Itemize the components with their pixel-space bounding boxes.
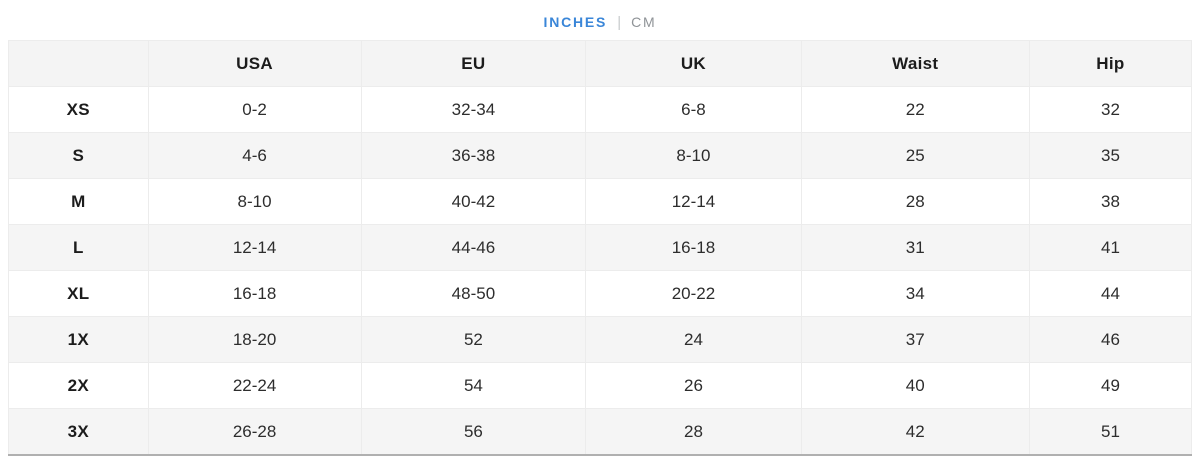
size-cell: 1X xyxy=(8,316,149,363)
eu-cell: 44-46 xyxy=(360,224,587,271)
table-row-s: S 4-6 36-38 8-10 25 35 xyxy=(8,132,1193,179)
table-row-3x: 3X 26-28 56 28 42 51 xyxy=(8,408,1193,456)
column-header-waist: Waist xyxy=(800,40,1030,87)
tab-inches[interactable]: INCHES xyxy=(543,14,608,30)
waist-cell: 37 xyxy=(800,316,1030,363)
eu-cell: 36-38 xyxy=(360,132,587,179)
hip-cell: 38 xyxy=(1028,178,1193,225)
unit-tabs: INCHES | CM xyxy=(0,0,1200,40)
uk-cell: 24 xyxy=(585,316,802,363)
uk-cell: 12-14 xyxy=(585,178,802,225)
eu-cell: 48-50 xyxy=(360,270,587,317)
size-cell: L xyxy=(8,224,149,271)
hip-cell: 44 xyxy=(1028,270,1193,317)
header-row: USA EU UK Waist Hip xyxy=(8,40,1193,87)
uk-cell: 16-18 xyxy=(585,224,802,271)
size-cell: S xyxy=(8,132,149,179)
size-chart-container: USA EU UK Waist Hip XS 0-2 32-34 6-8 22 … xyxy=(8,40,1193,456)
eu-cell: 40-42 xyxy=(360,178,587,225)
column-header-eu: EU xyxy=(360,40,587,87)
eu-cell: 56 xyxy=(360,408,587,456)
usa-cell: 22-24 xyxy=(147,362,362,409)
hip-cell: 35 xyxy=(1028,132,1193,179)
size-cell: XS xyxy=(8,86,149,133)
column-header-uk: UK xyxy=(585,40,802,87)
usa-cell: 18-20 xyxy=(147,316,362,363)
waist-cell: 22 xyxy=(800,86,1030,133)
size-cell: M xyxy=(8,178,149,225)
size-cell: 3X xyxy=(8,408,149,456)
column-header-hip: Hip xyxy=(1028,40,1193,87)
table-row-l: L 12-14 44-46 16-18 31 41 xyxy=(8,224,1193,271)
usa-cell: 16-18 xyxy=(147,270,362,317)
table-row-xs: XS 0-2 32-34 6-8 22 32 xyxy=(8,86,1193,133)
tab-cm[interactable]: CM xyxy=(631,14,657,30)
waist-cell: 42 xyxy=(800,408,1030,456)
size-cell: XL xyxy=(8,270,149,317)
usa-cell: 8-10 xyxy=(147,178,362,225)
eu-cell: 32-34 xyxy=(360,86,587,133)
usa-cell: 12-14 xyxy=(147,224,362,271)
uk-cell: 8-10 xyxy=(585,132,802,179)
waist-cell: 28 xyxy=(800,178,1030,225)
usa-cell: 26-28 xyxy=(147,408,362,456)
waist-cell: 31 xyxy=(800,224,1030,271)
column-header-usa: USA xyxy=(147,40,362,87)
uk-cell: 26 xyxy=(585,362,802,409)
size-cell: 2X xyxy=(8,362,149,409)
table-row-1x: 1X 18-20 52 24 37 46 xyxy=(8,316,1193,363)
tab-divider: | xyxy=(617,13,622,31)
waist-cell: 40 xyxy=(800,362,1030,409)
uk-cell: 20-22 xyxy=(585,270,802,317)
waist-cell: 34 xyxy=(800,270,1030,317)
usa-cell: 0-2 xyxy=(147,86,362,133)
table-row-2x: 2X 22-24 54 26 40 49 xyxy=(8,362,1193,409)
hip-cell: 51 xyxy=(1028,408,1193,456)
hip-cell: 32 xyxy=(1028,86,1193,133)
table-row-xl: XL 16-18 48-50 20-22 34 44 xyxy=(8,270,1193,317)
usa-cell: 4-6 xyxy=(147,132,362,179)
eu-cell: 54 xyxy=(360,362,587,409)
size-chart-table: USA EU UK Waist Hip XS 0-2 32-34 6-8 22 … xyxy=(8,40,1193,456)
waist-cell: 25 xyxy=(800,132,1030,179)
hip-cell: 49 xyxy=(1028,362,1193,409)
table-row-m: M 8-10 40-42 12-14 28 38 xyxy=(8,178,1193,225)
uk-cell: 28 xyxy=(585,408,802,456)
uk-cell: 6-8 xyxy=(585,86,802,133)
eu-cell: 52 xyxy=(360,316,587,363)
column-header-size xyxy=(8,40,149,87)
hip-cell: 46 xyxy=(1028,316,1193,363)
hip-cell: 41 xyxy=(1028,224,1193,271)
